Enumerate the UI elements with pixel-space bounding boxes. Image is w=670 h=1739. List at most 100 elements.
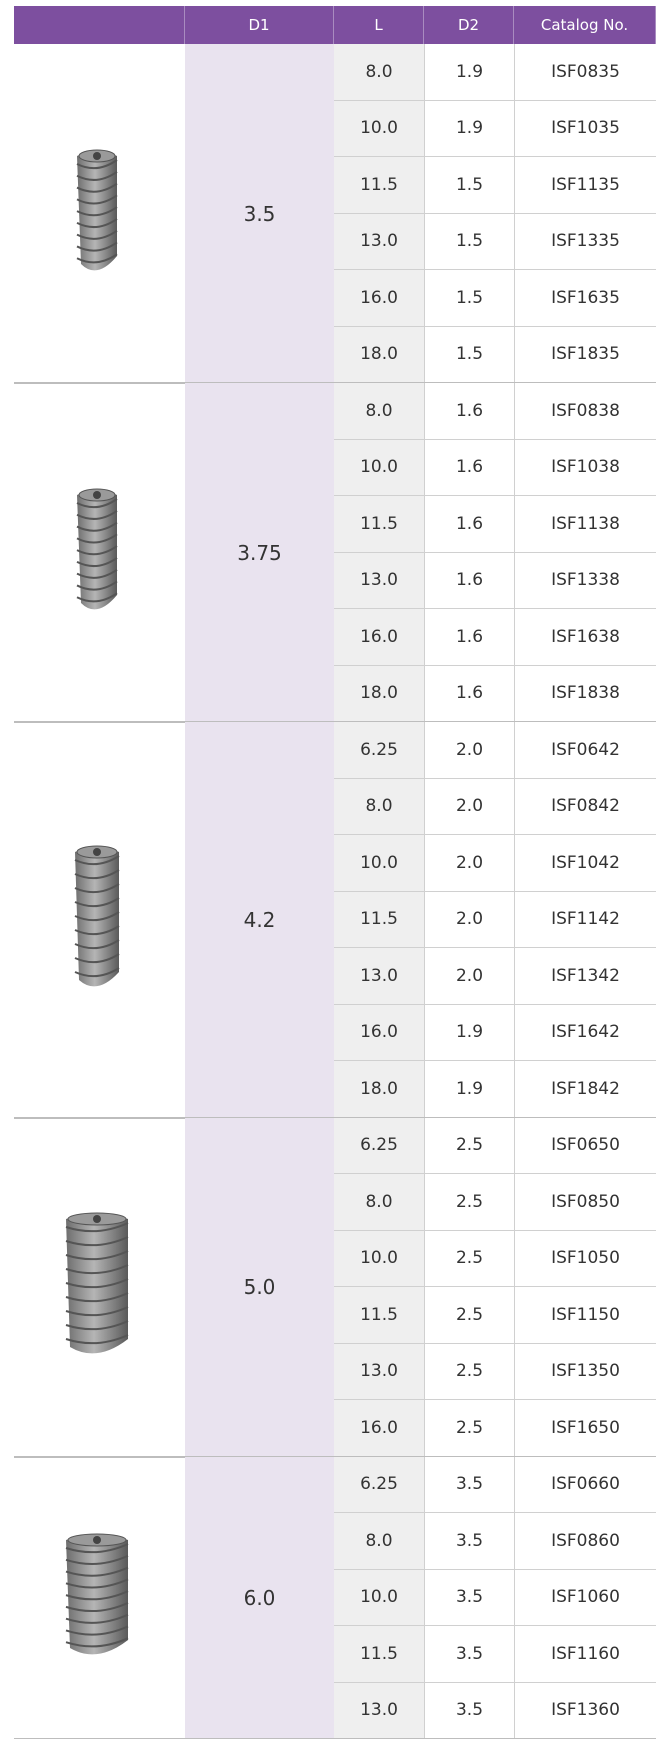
l-cell: 16.0 — [334, 609, 424, 666]
d2-cell: 2.0 — [424, 722, 514, 779]
catalog-cell: ISF1838 — [514, 666, 656, 723]
catalog-cell: ISF1160 — [514, 1626, 656, 1683]
d2-cell: 2.0 — [424, 779, 514, 836]
implant-icon — [64, 1530, 136, 1666]
d2-cell: 1.9 — [424, 1005, 514, 1062]
d2-cell: 1.9 — [424, 1061, 514, 1118]
implant-image — [14, 722, 185, 1118]
d1-cell: 5.0 — [185, 1118, 334, 1457]
l-cell: 18.0 — [334, 1061, 424, 1118]
l-cell: 18.0 — [334, 666, 424, 723]
d2-cell: 2.5 — [424, 1231, 514, 1288]
d2-cell: 1.6 — [424, 666, 514, 723]
catalog-cell: ISF1635 — [514, 270, 656, 327]
catalog-cell: ISF1360 — [514, 1683, 656, 1739]
d1-cell: 3.75 — [185, 383, 334, 722]
l-cell: 13.0 — [334, 1344, 424, 1401]
header-cell: L — [334, 6, 424, 44]
catalog-cell: ISF1642 — [514, 1005, 656, 1062]
spec-table: D1LD2Catalog No.3.58.01.9ISF083510.01.9I… — [0, 0, 670, 1739]
d2-cell: 2.0 — [424, 892, 514, 949]
d2-cell: 1.5 — [424, 270, 514, 327]
d2-cell: 3.5 — [424, 1513, 514, 1570]
l-cell: 10.0 — [334, 101, 424, 158]
l-cell: 8.0 — [334, 1174, 424, 1231]
d2-cell: 3.5 — [424, 1570, 514, 1627]
implant-icon — [64, 1209, 136, 1365]
catalog-cell: ISF0860 — [514, 1513, 656, 1570]
l-cell: 11.5 — [334, 1287, 424, 1344]
catalog-cell: ISF1350 — [514, 1344, 656, 1401]
l-cell: 16.0 — [334, 1005, 424, 1062]
l-cell: 13.0 — [334, 1683, 424, 1739]
l-cell: 11.5 — [334, 892, 424, 949]
l-cell: 8.0 — [334, 44, 424, 101]
catalog-cell: ISF1342 — [514, 948, 656, 1005]
implant-icon — [75, 146, 125, 282]
catalog-cell: ISF1835 — [514, 327, 656, 384]
catalog-cell: ISF1142 — [514, 892, 656, 949]
l-cell: 13.0 — [334, 214, 424, 271]
l-cell: 16.0 — [334, 270, 424, 327]
header-cell: Catalog No. — [514, 6, 656, 44]
implant-image — [14, 1457, 185, 1739]
l-cell: 8.0 — [334, 383, 424, 440]
d1-cell: 6.0 — [185, 1457, 334, 1739]
d2-cell: 1.5 — [424, 214, 514, 271]
l-cell: 11.5 — [334, 496, 424, 553]
catalog-cell: ISF0842 — [514, 779, 656, 836]
l-cell: 8.0 — [334, 1513, 424, 1570]
catalog-cell: ISF1135 — [514, 157, 656, 214]
catalog-cell: ISF1138 — [514, 496, 656, 553]
d2-cell: 1.9 — [424, 44, 514, 101]
l-cell: 6.25 — [334, 1118, 424, 1175]
l-cell: 10.0 — [334, 1570, 424, 1627]
d2-cell: 1.6 — [424, 440, 514, 497]
d2-cell: 1.6 — [424, 383, 514, 440]
catalog-cell: ISF0835 — [514, 44, 656, 101]
l-cell: 10.0 — [334, 835, 424, 892]
catalog-cell: ISF1038 — [514, 440, 656, 497]
header-cell — [14, 6, 185, 44]
catalog-cell: ISF1150 — [514, 1287, 656, 1344]
d2-cell: 2.5 — [424, 1344, 514, 1401]
implant-icon — [75, 485, 125, 621]
d2-cell: 2.5 — [424, 1287, 514, 1344]
catalog-cell: ISF1335 — [514, 214, 656, 271]
l-cell: 6.25 — [334, 722, 424, 779]
l-cell: 13.0 — [334, 553, 424, 610]
d2-cell: 1.5 — [424, 157, 514, 214]
implant-icon — [73, 842, 127, 998]
catalog-cell: ISF1035 — [514, 101, 656, 158]
catalog-cell: ISF0850 — [514, 1174, 656, 1231]
d2-cell: 1.6 — [424, 496, 514, 553]
catalog-cell: ISF0838 — [514, 383, 656, 440]
d2-cell: 1.9 — [424, 101, 514, 158]
catalog-cell: ISF0650 — [514, 1118, 656, 1175]
l-cell: 6.25 — [334, 1457, 424, 1514]
d1-cell: 4.2 — [185, 722, 334, 1118]
d2-cell: 2.0 — [424, 835, 514, 892]
l-cell: 10.0 — [334, 440, 424, 497]
d2-cell: 2.0 — [424, 948, 514, 1005]
d2-cell: 2.5 — [424, 1118, 514, 1175]
header-cell: D2 — [424, 6, 514, 44]
l-cell: 16.0 — [334, 1400, 424, 1457]
l-cell: 13.0 — [334, 948, 424, 1005]
catalog-cell: ISF1338 — [514, 553, 656, 610]
implant-image — [14, 383, 185, 722]
implant-image — [14, 44, 185, 383]
catalog-cell: ISF0660 — [514, 1457, 656, 1514]
d1-cell: 3.5 — [185, 44, 334, 383]
d2-cell: 2.5 — [424, 1400, 514, 1457]
d2-cell: 2.5 — [424, 1174, 514, 1231]
d2-cell: 3.5 — [424, 1457, 514, 1514]
d2-cell: 3.5 — [424, 1626, 514, 1683]
l-cell: 11.5 — [334, 157, 424, 214]
implant-image — [14, 1118, 185, 1457]
l-cell: 18.0 — [334, 327, 424, 384]
catalog-cell: ISF1638 — [514, 609, 656, 666]
catalog-cell: ISF1650 — [514, 1400, 656, 1457]
catalog-cell: ISF1042 — [514, 835, 656, 892]
l-cell: 11.5 — [334, 1626, 424, 1683]
